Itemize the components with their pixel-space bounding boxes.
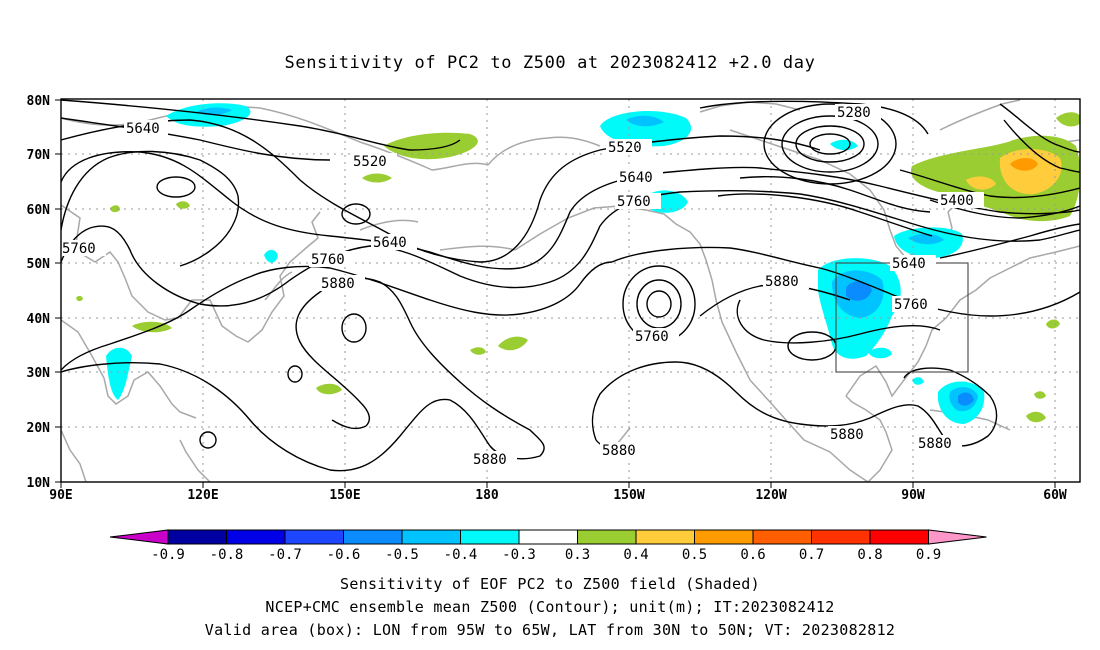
contour-label: 5280	[837, 105, 871, 121]
lat-label: 70N	[27, 148, 51, 163]
colorbar-extend-low	[109, 529, 169, 545]
contour-label: 5880	[602, 443, 636, 459]
colorbar-label: 0.9	[916, 547, 941, 563]
contour-label: 5520	[353, 154, 387, 170]
lat-label: 20N	[27, 421, 51, 436]
colorbar-label: -0.7	[268, 547, 302, 563]
lat-label: 40N	[27, 312, 51, 327]
colorbar-cell	[694, 529, 754, 545]
lat-label: 10N	[27, 476, 51, 491]
colorbar-cell	[869, 529, 929, 545]
lon-label: 120W	[755, 488, 786, 503]
contour-label: 5640	[619, 170, 653, 186]
colorbar-cell	[752, 529, 812, 545]
lon-label: 90E	[49, 488, 72, 503]
caption-line-1: Sensitivity of EOF PC2 to Z500 field (Sh…	[340, 575, 760, 593]
colorbar-label: -0.9	[151, 547, 185, 563]
colorbar-cell	[343, 529, 403, 545]
lat-label: 30N	[27, 366, 51, 381]
contour-label: 5520	[608, 140, 642, 156]
map-title: Sensitivity of PC2 to Z500 at 2023082412…	[285, 53, 816, 73]
contour-label: 5640	[126, 121, 160, 137]
colorbar-cell	[811, 529, 871, 545]
contour-label: 5760	[894, 297, 928, 313]
colorbar-label: 0.8	[857, 547, 882, 563]
coastlines	[61, 99, 1080, 482]
colorbar-label: 0.3	[565, 547, 590, 563]
contour-label: 5880	[830, 427, 864, 443]
z500-contours	[61, 99, 1080, 472]
caption-line-3: Valid area (box): LON from 95W to 65W, L…	[205, 621, 895, 639]
lon-label: 150E	[329, 488, 360, 503]
colorbar-label: 0.7	[799, 547, 824, 563]
contour-label: 5760	[617, 194, 651, 210]
contour-label: 5880	[473, 452, 507, 468]
lat-label: 60N	[27, 203, 51, 218]
contour-label: 5640	[373, 235, 407, 251]
colorbar-cell	[635, 529, 695, 545]
contour-label: 5760	[62, 241, 96, 257]
colorbar-cell	[577, 529, 637, 545]
lat-label: 80N	[27, 94, 51, 109]
colorbar-label: 0.6	[740, 547, 765, 563]
lon-label: 150W	[613, 488, 644, 503]
map-frame	[60, 98, 1081, 483]
contour-label: 5760	[311, 252, 345, 268]
colorbar-cell	[460, 529, 520, 545]
colorbar-label: 0.4	[623, 547, 648, 563]
longitude-labels: 90E 120E 150E 180 150W 120W 90W 60W	[49, 488, 1067, 503]
colorbar-extend-high	[928, 529, 987, 545]
colorbar-cell	[518, 529, 578, 545]
colorbar-cell	[167, 529, 227, 545]
colorbar-cell	[284, 529, 344, 545]
colorbar-label: -0.6	[327, 547, 361, 563]
lon-label: 60W	[1043, 488, 1067, 503]
graticule	[61, 99, 1080, 482]
contour-label: 5760	[635, 329, 669, 345]
colorbar-label: -0.8	[210, 547, 244, 563]
colorbar-cells	[109, 529, 987, 545]
colorbar-label: -0.5	[385, 547, 419, 563]
lon-label: 120E	[187, 488, 218, 503]
colorbar: -0.9 -0.8 -0.7 -0.6 -0.5 -0.4 -0.3 0.3 0.4 0.5 0.6…	[109, 529, 987, 563]
latitude-labels: 80N 70N 60N 50N 40N 30N 20N 10N	[27, 94, 51, 491]
colorbar-cell	[226, 529, 286, 545]
colorbar-labels: -0.9 -0.8 -0.7 -0.6 -0.5 -0.4 -0.3 0.3 0.4 0.5 0.6…	[151, 547, 941, 563]
lon-label: 180	[475, 488, 499, 503]
sensitivity-shading	[76, 103, 1080, 424]
contour-labels: 5640 5520 5760 5640 5760 5880 5520 5640 …	[60, 104, 984, 468]
colorbar-cell	[401, 529, 461, 545]
caption-line-2: NCEP+CMC ensemble mean Z500 (Contour); u…	[265, 598, 834, 616]
map-panel: 5640 5520 5760 5640 5760 5880 5520 5640 …	[27, 94, 1081, 503]
colorbar-label: 0.5	[682, 547, 707, 563]
lat-label: 50N	[27, 257, 51, 272]
contour-label: 5400	[940, 193, 974, 209]
contour-label: 5880	[918, 436, 952, 452]
contour-label: 5640	[892, 256, 926, 272]
contour-label: 5880	[321, 276, 355, 292]
axis-ticks	[55, 99, 1056, 488]
colorbar-label: -0.4	[444, 547, 478, 563]
colorbar-label: -0.3	[502, 547, 536, 563]
lon-label: 90W	[901, 488, 925, 503]
contour-label: 5880	[765, 274, 799, 290]
